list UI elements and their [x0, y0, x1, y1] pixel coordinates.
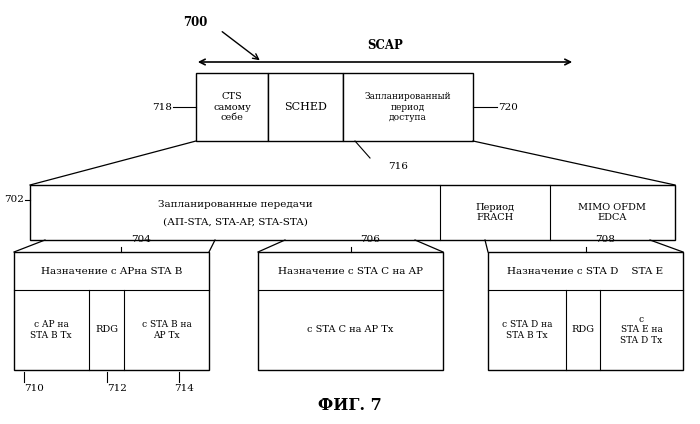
- Bar: [30, 185, 675, 240]
- Text: CTS
самому
себе: CTS самому себе: [213, 92, 251, 122]
- Text: ФИГ. 7: ФИГ. 7: [318, 398, 382, 415]
- Text: с STA D на
STA B Tx: с STA D на STA B Tx: [502, 320, 552, 340]
- Bar: [268, 73, 343, 141]
- Text: 702: 702: [4, 195, 24, 204]
- Text: Запланированные передачи: Запланированные передачи: [158, 200, 312, 209]
- Text: (АП-STA, STA-AP, STA-STA): (АП-STA, STA-AP, STA-STA): [162, 218, 307, 227]
- Text: Запланированный
период
доступа: Запланированный период доступа: [365, 92, 452, 122]
- Text: Назначение с STA C на AP: Назначение с STA C на AP: [278, 267, 423, 276]
- Bar: [258, 252, 443, 370]
- Bar: [343, 73, 473, 141]
- Text: MIMO OFDM
EDCA: MIMO OFDM EDCA: [578, 203, 647, 222]
- Text: Назначение с STA D    STA E: Назначение с STA D STA E: [508, 267, 664, 276]
- Text: 700: 700: [183, 16, 207, 28]
- Text: SCAP: SCAP: [367, 39, 403, 52]
- Text: SCHED: SCHED: [284, 102, 327, 112]
- Text: с STA B на
AP Tx: с STA B на AP Tx: [141, 320, 191, 340]
- Text: 708: 708: [595, 235, 615, 244]
- Text: 716: 716: [388, 162, 408, 171]
- Text: 718: 718: [152, 103, 172, 112]
- Text: RDG: RDG: [95, 326, 118, 335]
- Text: 714: 714: [174, 384, 194, 393]
- Text: RDG: RDG: [571, 326, 594, 335]
- Text: 704: 704: [131, 235, 151, 244]
- Text: 712: 712: [107, 384, 127, 393]
- Text: с AP на
STA B Tx: с AP на STA B Tx: [30, 320, 72, 340]
- Text: Назначение с APна STA B: Назначение с APна STA B: [41, 267, 182, 276]
- Text: с
STA E на
STA D Tx: с STA E на STA D Tx: [620, 315, 663, 345]
- Text: 720: 720: [498, 103, 518, 112]
- Bar: [196, 73, 268, 141]
- Bar: [488, 252, 683, 370]
- Text: Период
FRACH: Период FRACH: [475, 203, 514, 222]
- Text: с STA C на AP Tx: с STA C на AP Tx: [307, 326, 393, 335]
- Bar: [14, 252, 209, 370]
- Text: 710: 710: [24, 384, 44, 393]
- Text: 706: 706: [360, 235, 379, 244]
